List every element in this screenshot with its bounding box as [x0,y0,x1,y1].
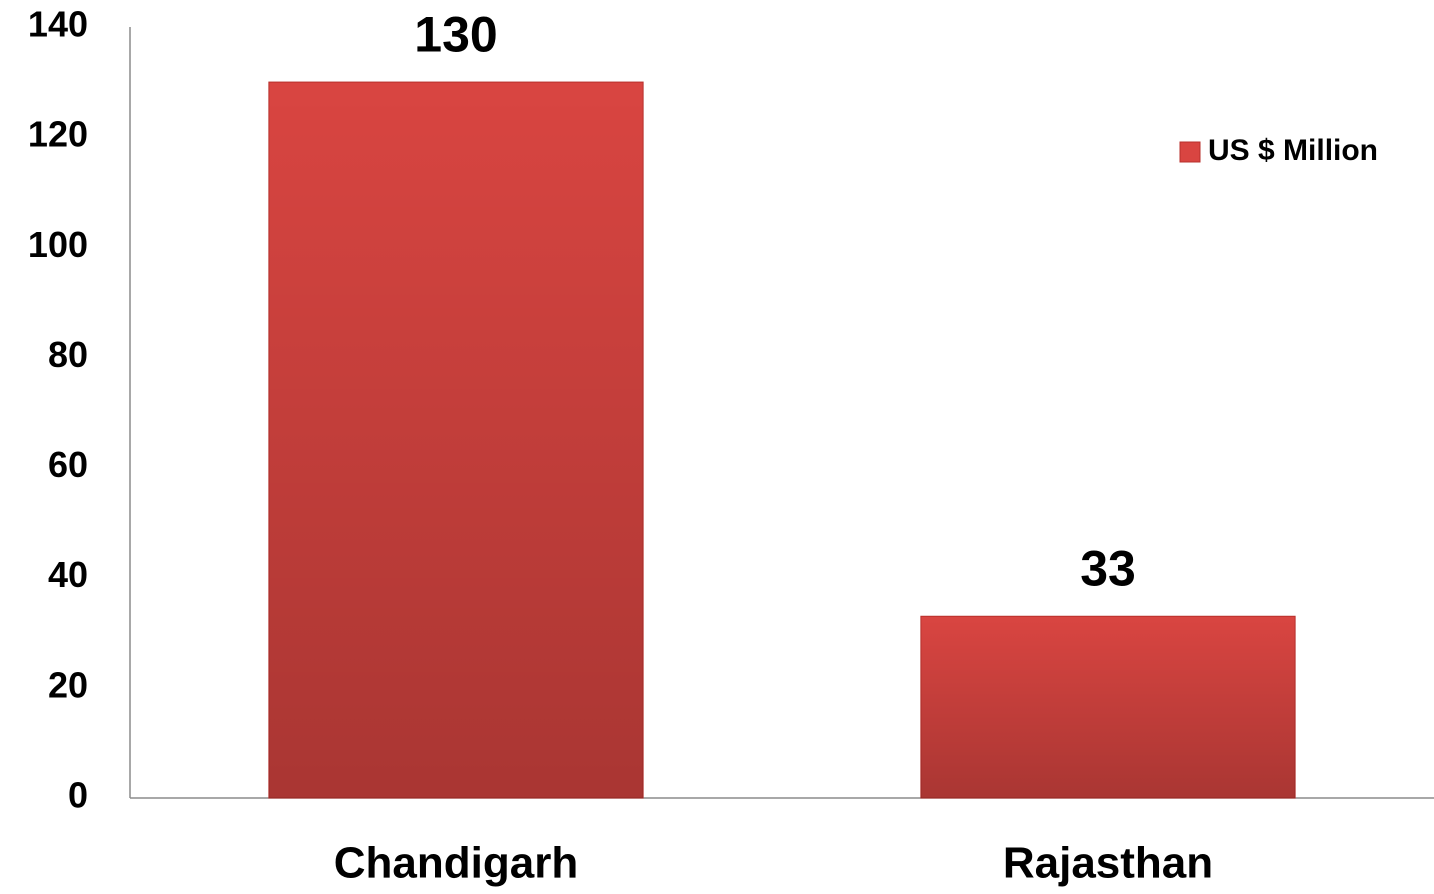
x-tick-label: Rajasthan [1003,839,1213,888]
legend-label: US $ Million [1208,134,1378,167]
legend-swatch [1179,141,1201,163]
y-tick-label: 100 [28,224,88,265]
data-label: 130 [414,6,497,62]
y-tick-label: 40 [48,554,88,595]
x-tick-label: Chandigarh [334,839,578,888]
y-tick-label: 20 [48,664,88,705]
y-tick-label: 120 [28,114,88,155]
bar [920,615,1296,799]
y-tick-label: 60 [48,444,88,485]
y-tick-label: 0 [68,775,88,816]
y-tick-label: 140 [28,4,88,45]
y-tick-label: 80 [48,334,88,375]
bar [268,81,644,799]
data-label: 33 [1080,540,1136,596]
